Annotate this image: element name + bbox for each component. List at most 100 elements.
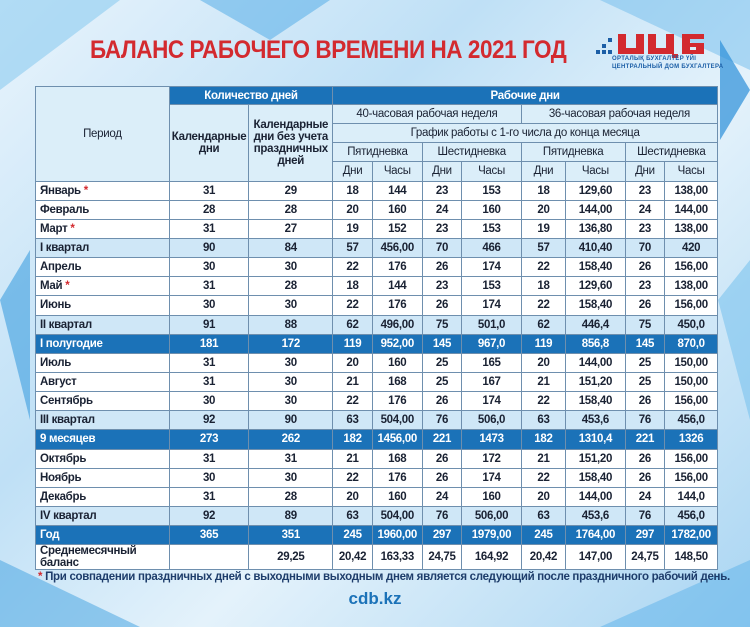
value-cell: 30: [248, 371, 334, 393]
period-cell: Год: [35, 525, 170, 546]
value-cell: 172: [461, 448, 522, 469]
period-cell: Март *: [35, 218, 170, 239]
value-cell: 23: [624, 276, 666, 297]
period-cell: 9 месяцев: [35, 429, 170, 450]
value-cell: 158,40: [565, 467, 626, 488]
table-row: Сентябрь 30 30 22 176 26 174 22 158,40 26 156,00: [35, 391, 718, 412]
period-cell: Июль: [35, 352, 170, 373]
value-cell: 90: [248, 410, 334, 431]
value-cell: 57: [520, 237, 567, 259]
value-cell: 297: [421, 525, 463, 546]
value-cell: 1310,4: [565, 429, 626, 450]
value-cell: 63: [332, 505, 373, 527]
table-row: Среднемесячный баланс 29,25 20,42 163,33 24,…: [35, 544, 718, 571]
value-cell: 21: [332, 448, 373, 469]
value-cell: 1979,00: [461, 525, 522, 546]
value-cell: 119: [332, 333, 373, 354]
col-six-day: Шестидневка: [624, 142, 719, 163]
value-cell: 167: [461, 371, 522, 393]
value-cell: 144,00: [565, 486, 626, 507]
value-cell: 351: [248, 525, 334, 546]
value-cell: 18: [520, 276, 567, 297]
value-cell: 26: [624, 467, 666, 488]
period-cell: Июнь: [35, 295, 170, 316]
work-time-balance-table: Период Количество дней Рабочие дни Кален…: [35, 86, 719, 571]
value-cell: 456,0: [664, 410, 718, 431]
value-cell: 21: [520, 371, 567, 393]
value-cell: 160: [371, 486, 423, 507]
value-cell: 75: [421, 314, 463, 335]
table-row: Март * 31 27 19 152 23 153 19 136,80 23 138,00: [35, 218, 718, 239]
value-cell: 504,00: [371, 505, 423, 527]
value-cell: 30: [248, 257, 334, 278]
value-cell: 456,00: [371, 237, 423, 259]
value-cell: 26: [421, 448, 463, 469]
value-cell: 153: [461, 276, 522, 297]
value-cell: 24: [421, 486, 463, 507]
value-cell: 153: [461, 180, 522, 201]
period-cell: Ноябрь: [35, 467, 170, 488]
table-row: Февраль 28 28 20 160 24 160 20 144,00 24 144,00: [35, 199, 718, 220]
value-cell: 151,20: [565, 371, 626, 393]
value-cell: 22: [520, 391, 567, 412]
value-cell: 30: [168, 391, 250, 412]
value-cell: 138,00: [664, 180, 718, 201]
table-row: Ноябрь 30 30 22 176 26 174 22 158,40 26 156,00: [35, 467, 718, 488]
value-cell: 23: [421, 218, 463, 239]
value-cell: 182: [332, 429, 373, 450]
value-cell: 138,00: [664, 276, 718, 297]
value-cell: 70: [624, 237, 666, 259]
value-cell: 176: [371, 391, 423, 412]
period-cell: Май *: [35, 276, 170, 297]
value-cell: 24: [624, 486, 666, 507]
value-cell: 156,00: [664, 391, 718, 412]
table-row: Май * 31 28 18 144 23 153 18 129,60 23 138,00: [35, 276, 718, 297]
value-cell: 152: [371, 218, 423, 239]
holiday-asterisk: *: [65, 280, 70, 293]
table-row: II квартал 91 88 62 496,00 75 501,0 62 446,4 75 45…: [35, 314, 718, 335]
value-cell: 1326: [664, 429, 718, 450]
value-cell: 144,00: [565, 352, 626, 373]
table-row: 9 месяцев 273 262 182 1456,00 221 1473 182 1310,…: [35, 429, 718, 450]
value-cell: 1764,00: [565, 525, 626, 546]
value-cell: 176: [371, 295, 423, 316]
holiday-asterisk: *: [70, 222, 75, 235]
value-cell: 153: [461, 218, 522, 239]
value-cell: 466: [461, 237, 522, 259]
period-cell: I полугодие: [35, 333, 170, 354]
value-cell: 29: [248, 180, 334, 201]
value-cell: 63: [520, 505, 567, 527]
value-cell: 144: [371, 276, 423, 297]
value-cell: 158,40: [565, 295, 626, 316]
value-cell: 21: [332, 371, 373, 393]
value-cell: 164,92: [461, 544, 522, 571]
value-cell: 26: [624, 391, 666, 412]
footnote: * При совпадении праздничных дней с выхо…: [38, 571, 730, 583]
value-cell: 24: [421, 199, 463, 220]
col-work-days: Рабочие дни: [332, 86, 718, 105]
value-cell: 456,0: [664, 505, 718, 527]
col-hours: Часы: [371, 161, 423, 182]
value-cell: 129,60: [565, 180, 626, 201]
value-cell: 158,40: [565, 391, 626, 412]
value-cell: 30: [168, 295, 250, 316]
value-cell: 150,00: [664, 371, 718, 393]
col-days: Дни: [332, 161, 373, 182]
value-cell: 506,0: [461, 410, 522, 431]
value-cell: 28: [248, 199, 334, 220]
value-cell: 26: [624, 448, 666, 469]
period-cell: Февраль: [35, 199, 170, 220]
value-cell: 28: [248, 486, 334, 507]
value-cell: 160: [371, 352, 423, 373]
table-row: I квартал 90 84 57 456,00 70 466 57 410,40 70 420: [35, 237, 718, 259]
holiday-asterisk: *: [83, 184, 89, 197]
value-cell: 160: [371, 199, 423, 220]
table-row: Июль 31 30 20 160 25 165 20 144,00 25 150,00: [35, 352, 718, 373]
period-cell: Среднемесячный баланс: [35, 544, 170, 571]
value-cell: 25: [421, 352, 463, 373]
value-cell: 20: [520, 486, 567, 507]
value-cell: 31: [168, 486, 250, 507]
site-link[interactable]: cdb.kz: [348, 589, 402, 608]
value-cell: 410,40: [565, 237, 626, 259]
value-cell: 156,00: [664, 467, 718, 488]
